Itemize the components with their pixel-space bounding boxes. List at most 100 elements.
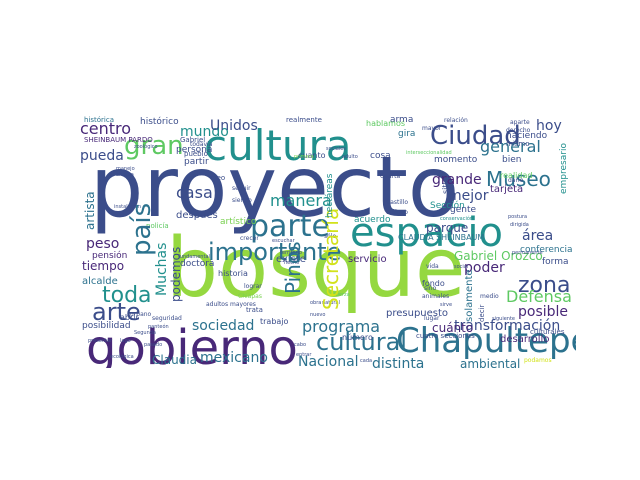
word-culturales: culturales	[530, 328, 565, 336]
word-manejo: manejo	[116, 166, 135, 172]
word-unidos: Unidos	[210, 118, 258, 134]
word-solamente: solamente	[464, 269, 475, 322]
word-gente: gente	[450, 205, 476, 215]
word-posible: posible	[518, 304, 568, 320]
word-lograr: lograr	[244, 283, 262, 290]
word-fundamental: fundamental	[178, 254, 210, 260]
word-tarjeta: tarjeta	[490, 184, 523, 195]
word-seccion: Sección	[430, 200, 465, 211]
word-seguridad: seguridad	[152, 315, 182, 322]
word-importante: importante	[208, 238, 341, 266]
word-programa: programa	[302, 317, 380, 336]
word-acuerdo: acuerdo	[354, 215, 391, 225]
word-hecho: hecho	[284, 260, 299, 266]
word-ciudad: Ciudad	[430, 121, 521, 151]
word-vida: vida	[426, 263, 439, 270]
word-nacional: Nacional	[298, 354, 359, 368]
word-hablamos: hablamos	[366, 119, 405, 128]
word-cuarta: Cuarta	[380, 173, 400, 180]
word-sheinbaum-pardo: SHEINBAUM PARDO	[84, 136, 153, 144]
word-presupuesto: presupuesto	[386, 308, 448, 319]
word-alcalde: alcalde	[82, 276, 118, 287]
word-parte: parte	[250, 209, 330, 244]
word-natural: natural	[322, 300, 340, 306]
word-pueblo: pueblo	[184, 150, 208, 158]
word-dialogo: diálogo	[386, 209, 408, 216]
word-cosa: cosa	[370, 151, 391, 161]
word-artistico: artístico	[220, 217, 257, 227]
word-derecho: derecho	[506, 127, 531, 134]
word-creo: creo	[210, 174, 225, 182]
word-instalacion: instalación	[114, 203, 141, 210]
word-ecologica: ecológica	[110, 353, 134, 360]
word-espacio: espacio	[350, 210, 503, 256]
word-chapultepec: Chapultepec	[396, 321, 576, 361]
word-postura: postura	[508, 214, 527, 220]
word-ambiental: ambiental	[460, 357, 520, 368]
word-pension: pensión	[92, 250, 127, 261]
word-cloud: proyecto bosque gobierno cultura espacio…	[80, 106, 576, 368]
word-parque: parque	[426, 221, 468, 235]
word-transformacion: transformación	[454, 318, 560, 334]
word-entrar: entrar	[296, 352, 312, 358]
word-cuatro-secciones: cuatro secciones	[416, 332, 475, 340]
word-zoologico: zoológico	[134, 143, 158, 150]
word-forma: forma	[542, 257, 569, 267]
word-podemos: podemos	[169, 247, 183, 302]
word-siendo: siendo	[232, 197, 252, 204]
word-zona: zona	[518, 273, 570, 298]
word-seguir: seguir	[232, 185, 251, 192]
word-area: área	[522, 228, 553, 244]
word-pinos: Pinos	[281, 241, 305, 294]
word-pasado: pasado	[144, 342, 162, 348]
word-gabriel: Gabriel	[180, 136, 205, 144]
word-defensa: Defensa	[506, 287, 572, 306]
word-casa: casa	[176, 183, 213, 202]
word-mayor: mayor	[422, 125, 442, 132]
word-peso: peso	[86, 236, 119, 252]
word-chiapas: Chiapas	[238, 293, 262, 300]
word-urbano: urbano	[130, 311, 152, 318]
word-gran: gran	[124, 131, 184, 161]
word-cada: cada	[360, 358, 372, 364]
word-dirigida: dirigida	[510, 222, 529, 228]
word-primera: primera	[294, 154, 314, 160]
word-gobierno: gobierno	[86, 320, 298, 368]
word-mejor: mejor	[448, 188, 489, 204]
word-hoy: hoy	[536, 118, 562, 134]
word-tiempo: tiempo	[82, 259, 124, 273]
word-arte: arte	[92, 298, 141, 326]
word-pueda: pueda	[80, 148, 124, 164]
word-posibilidad: posibilidad	[82, 321, 131, 331]
word-permanente: permanente	[512, 250, 543, 256]
word-partir: partir	[184, 157, 209, 167]
word-sitio: sitio	[441, 177, 450, 194]
word-conferencia: conferencia	[520, 245, 573, 255]
word-sociedad: sociedad	[192, 318, 254, 334]
word-nuevo: nuevo	[310, 312, 325, 318]
word-conservacion: conservación	[440, 215, 473, 222]
word-abrir: abrir	[120, 313, 139, 322]
word-escuchar: escuchar	[272, 238, 296, 244]
word-desarrollo: desarrollo	[500, 334, 549, 345]
word-manera: manera	[270, 191, 332, 210]
word-darle: darle	[508, 177, 524, 184]
word-cuanto2: cuanto	[298, 151, 326, 160]
word-existe: existe	[276, 254, 306, 265]
word-museo: Museo	[486, 167, 551, 191]
word-cloud-svg: proyecto bosque gobierno cultura espacio…	[80, 115, 576, 368]
word-doctora: doctora	[180, 259, 214, 269]
word-social: social	[454, 264, 468, 270]
word-mexicano: mexicano	[200, 350, 268, 366]
word-persona: persona	[176, 145, 212, 155]
word-servicio: servicio	[348, 254, 387, 265]
word-bosque: bosque	[166, 221, 465, 316]
word-bien: bien	[502, 155, 521, 165]
word-cuanto: cuánto	[432, 321, 473, 335]
word-animales: animales	[422, 293, 449, 300]
word-momento: momento	[434, 155, 478, 165]
word-historia: historia	[218, 269, 248, 278]
word-gira: gira	[398, 129, 415, 139]
word-solo: sólo	[324, 233, 336, 240]
word-secretaria: Secretaría	[319, 208, 343, 310]
